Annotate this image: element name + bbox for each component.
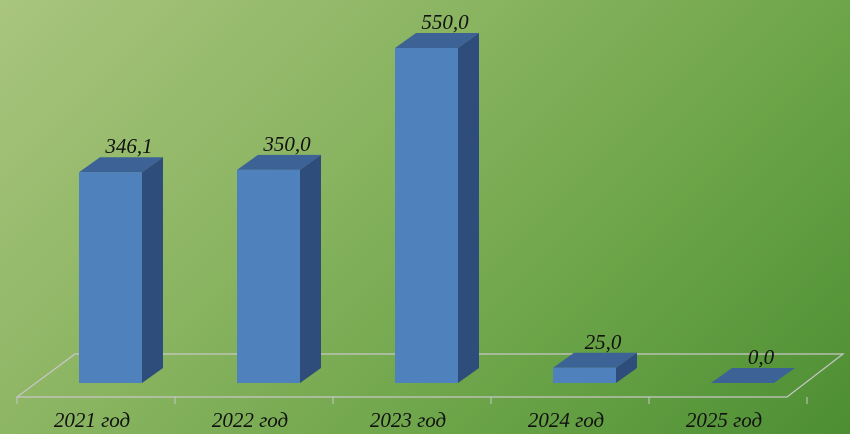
bar-side — [300, 154, 321, 383]
category-label: 2024 год — [528, 408, 604, 432]
bar-front — [553, 367, 616, 383]
category-labels-group: 2021 год 2022 год 2023 год 2024 год 2025 год — [54, 408, 762, 432]
floor-plane — [15, 353, 845, 398]
data-labels-group: 346,1 350,0 550,0 25,0 0,0 — [104, 10, 774, 369]
category-label: 2021 год — [54, 408, 130, 432]
bar-top — [237, 154, 321, 170]
data-label: 550,0 — [421, 10, 469, 34]
data-label: 350,0 — [262, 132, 311, 156]
bar-top — [553, 352, 637, 368]
data-label: 346,1 — [104, 134, 152, 158]
category-label: 2025 год — [686, 408, 762, 432]
bar-side — [458, 33, 479, 383]
bar-front — [79, 172, 142, 383]
bar — [711, 368, 795, 383]
bar — [395, 33, 479, 383]
bar-top — [79, 157, 163, 173]
bar-front — [395, 48, 458, 383]
bar-side — [616, 352, 637, 383]
category-label: 2022 год — [212, 408, 288, 432]
bars-group — [79, 33, 795, 383]
data-label: 25,0 — [585, 330, 622, 354]
bar-top — [711, 368, 795, 383]
bar-front — [237, 169, 300, 383]
bar-side — [142, 157, 163, 383]
bar-top — [395, 33, 479, 48]
bar — [553, 352, 637, 383]
chart-floor — [15, 353, 845, 404]
data-label: 0,0 — [748, 345, 775, 369]
bar — [237, 154, 321, 383]
bar — [79, 157, 163, 383]
category-label: 2023 год — [370, 408, 446, 432]
